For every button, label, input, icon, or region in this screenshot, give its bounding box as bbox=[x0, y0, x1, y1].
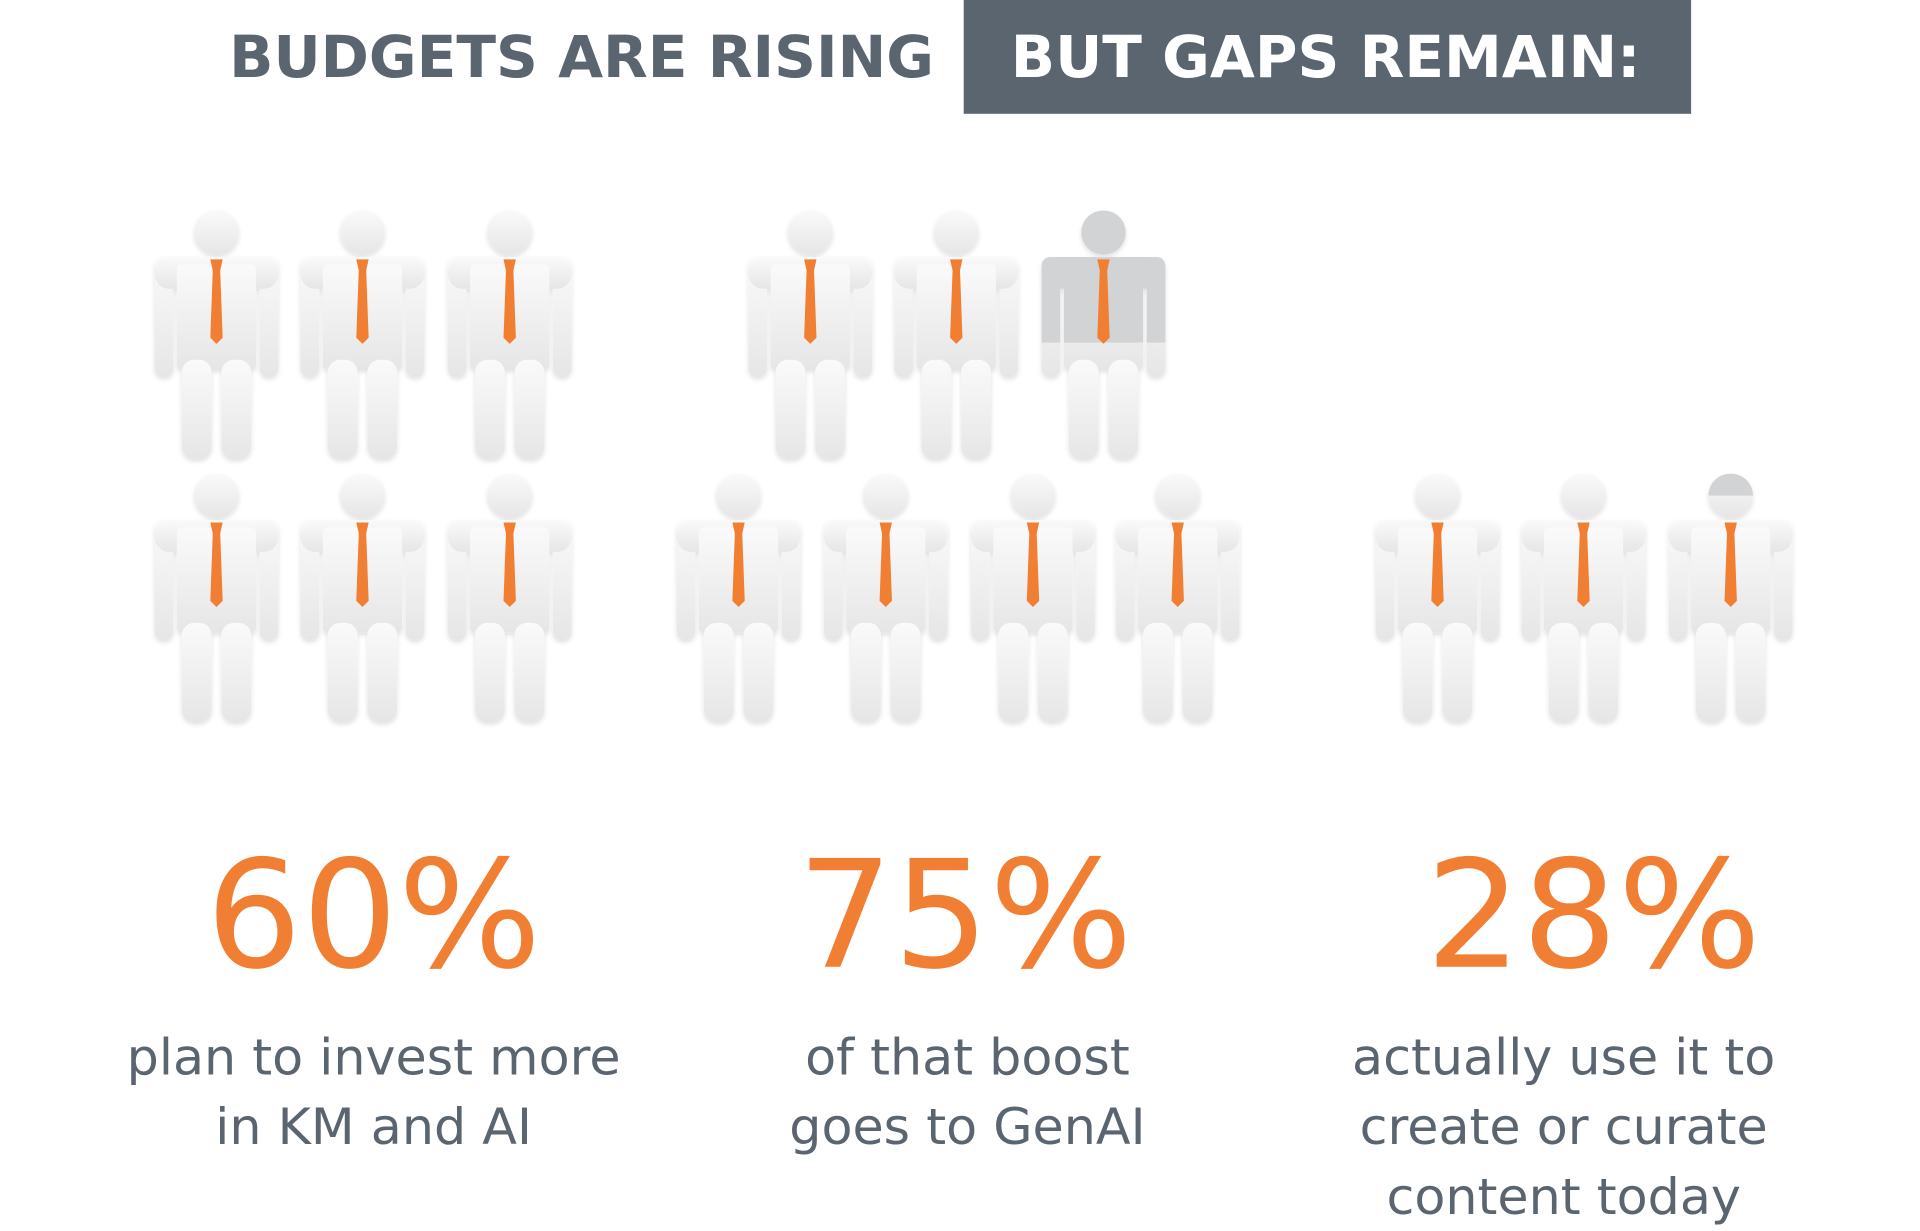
person-icon bbox=[300, 473, 425, 722]
person-icon bbox=[1041, 210, 1166, 459]
person-icon bbox=[447, 473, 572, 722]
person-icon bbox=[1521, 473, 1646, 722]
person-icon bbox=[1668, 473, 1793, 722]
stat-value: 60% bbox=[206, 829, 541, 1002]
stat-value: 75% bbox=[797, 829, 1132, 1002]
title-right: BUT GAPS REMAIN: bbox=[1011, 23, 1641, 91]
person-icon bbox=[1375, 473, 1500, 722]
stat-text: create or curate bbox=[1360, 1097, 1768, 1156]
title-left: BUDGETS ARE RISING bbox=[229, 23, 934, 91]
person-icon bbox=[971, 473, 1095, 722]
stat-text: of that boost bbox=[805, 1028, 1130, 1087]
stat-text: in KM and AI bbox=[215, 1097, 532, 1156]
person-icon bbox=[300, 210, 425, 459]
person-icon bbox=[748, 210, 873, 459]
content: BUDGETS ARE RISING BUT GAPS REMAIN: 60% … bbox=[127, 0, 1793, 1226]
person-icon bbox=[676, 473, 801, 722]
stat-value: 28% bbox=[1426, 829, 1761, 1002]
stat-text: actually use it to bbox=[1352, 1028, 1775, 1087]
title-box bbox=[963, 0, 1692, 114]
person-icon bbox=[154, 210, 279, 459]
stat-text: content today bbox=[1386, 1167, 1740, 1226]
pictograms bbox=[154, 210, 1793, 722]
stat-text: goes to GenAI bbox=[789, 1097, 1145, 1156]
stat-text: plan to invest more bbox=[127, 1028, 621, 1087]
person-icon bbox=[823, 473, 948, 722]
person-icon bbox=[1115, 473, 1240, 722]
person-icon bbox=[154, 473, 279, 722]
person-icon bbox=[894, 210, 1019, 459]
person-icon bbox=[447, 210, 572, 459]
